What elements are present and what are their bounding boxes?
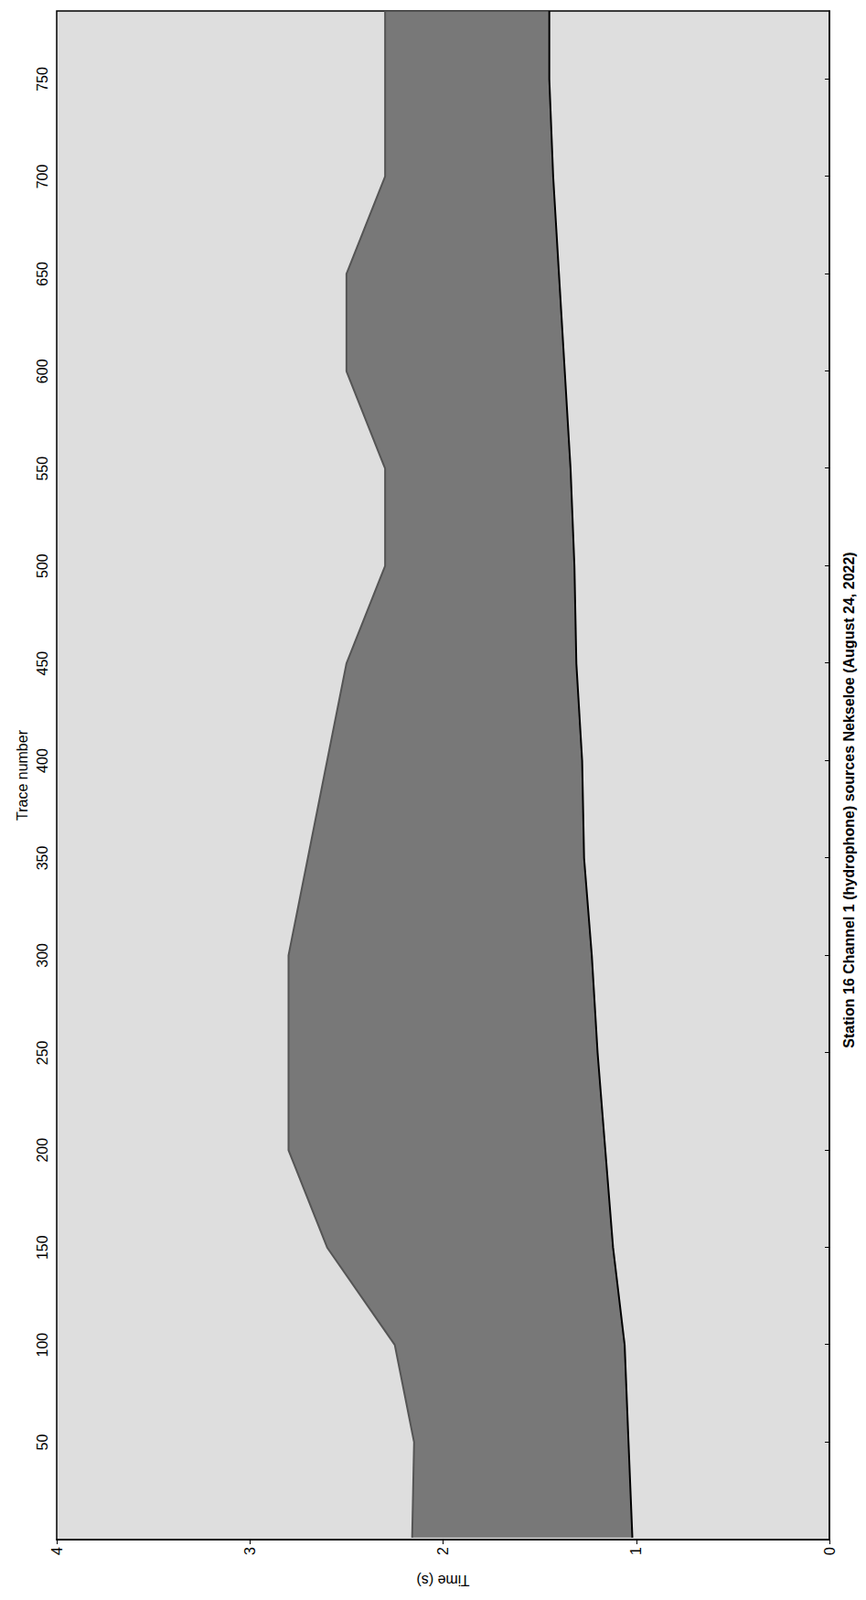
svg-text:0: 0 — [822, 1546, 838, 1555]
svg-text:150: 150 — [34, 1234, 51, 1260]
svg-text:300: 300 — [34, 942, 51, 968]
svg-text:400: 400 — [34, 748, 51, 773]
svg-text:Time (s): Time (s) — [416, 1571, 470, 1588]
svg-text:200: 200 — [34, 1137, 51, 1163]
svg-text:3: 3 — [242, 1546, 258, 1555]
svg-text:1: 1 — [628, 1546, 644, 1555]
svg-text:Trace number: Trace number — [14, 728, 31, 821]
svg-text:650: 650 — [34, 261, 51, 287]
svg-text:500: 500 — [34, 553, 51, 578]
svg-text:2: 2 — [435, 1546, 451, 1555]
svg-text:450: 450 — [34, 651, 51, 676]
svg-text:100: 100 — [34, 1332, 51, 1358]
svg-text:350: 350 — [34, 845, 51, 871]
svg-text:750: 750 — [34, 66, 51, 92]
svg-text:700: 700 — [34, 163, 51, 189]
svg-text:50: 50 — [34, 1433, 51, 1451]
svg-text:550: 550 — [34, 456, 51, 482]
svg-text:4: 4 — [49, 1546, 65, 1555]
svg-text:250: 250 — [34, 1039, 51, 1065]
svg-text:Station 16 Channel 1 (hydropho: Station 16 Channel 1 (hydrophone) source… — [841, 551, 857, 1048]
svg-text:600: 600 — [34, 358, 51, 384]
